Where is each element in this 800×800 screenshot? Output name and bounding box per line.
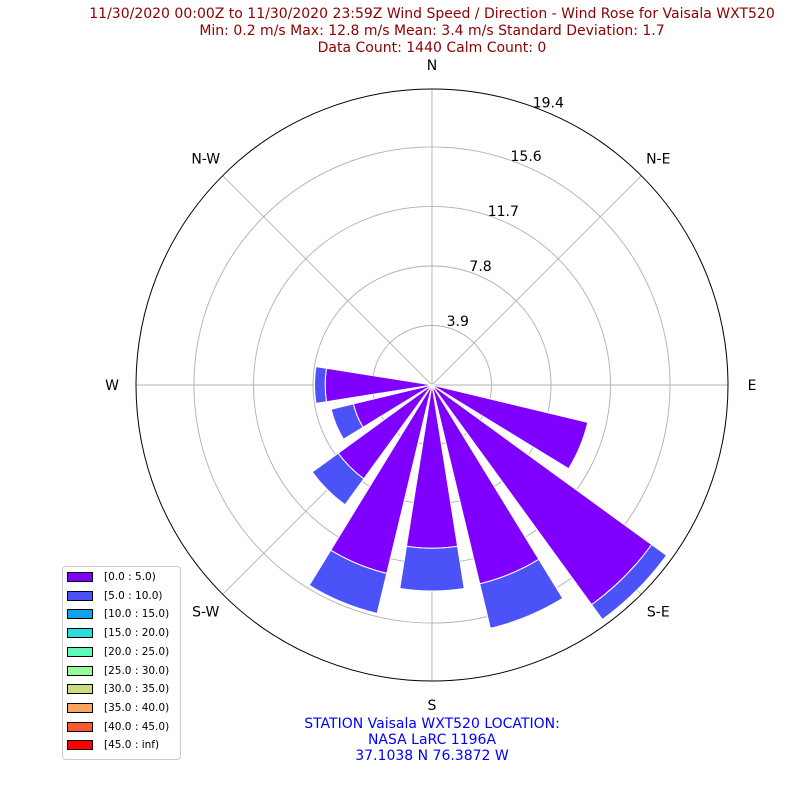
bar-sse: [479, 558, 564, 629]
grid-spoke: [222, 175, 433, 386]
legend-item: [30.0 : 35.0): [67, 682, 169, 696]
title-line-1: 11/30/2020 00:00Z to 11/30/2020 23:59Z W…: [89, 6, 775, 22]
legend-label: [25.0 : 30.0): [104, 664, 170, 677]
legend-label: [10.0 : 15.0): [104, 608, 170, 621]
legend-label: [5.0 : 10.0): [104, 589, 163, 602]
station-line-1: STATION Vaisala WXT520 LOCATION:: [304, 716, 560, 732]
bar-sw: [311, 452, 365, 506]
compass-label-n-w: N-W: [191, 152, 220, 168]
bar-s: [399, 545, 465, 592]
compass-label-s-e: S-E: [647, 604, 670, 620]
chart-title: 11/30/2020 00:00Z to 11/30/2020 23:59Z W…: [0, 6, 800, 57]
legend-swatch: [67, 740, 93, 751]
radial-tick-label: 7.8: [469, 259, 491, 275]
radial-tick-label: 3.9: [447, 314, 469, 330]
compass-label-n-e: N-E: [646, 152, 670, 168]
legend-label: [40.0 : 45.0): [104, 720, 170, 733]
legend-item: [5.0 : 10.0): [67, 589, 162, 603]
legend-label: [45.0 : inf): [104, 739, 160, 752]
bars-layer: [308, 366, 668, 629]
compass-label-s-w: S-W: [192, 604, 219, 620]
legend-swatch: [67, 628, 93, 639]
legend-item: [10.0 : 15.0): [67, 607, 169, 621]
legend-item: [0.0 : 5.0): [67, 570, 156, 584]
bar-se: [590, 543, 668, 621]
legend-swatch: [67, 590, 93, 601]
compass-label-e: E: [748, 378, 757, 394]
legend-label: [0.0 : 5.0): [104, 571, 156, 583]
legend-label: [20.0 : 25.0): [104, 645, 170, 658]
station-line-2: NASA LaRC 1196A: [367, 732, 497, 748]
radial-tick-label: 11.7: [488, 204, 519, 220]
title-line-2: Min: 0.2 m/s Max: 12.8 m/s Mean: 3.4 m/s…: [199, 23, 665, 39]
legend-swatch: [67, 646, 93, 657]
title-line-3: Data Count: 1440 Calm Count: 0: [317, 40, 547, 56]
legend-item: [35.0 : 40.0): [67, 701, 169, 715]
compass-label-s: S: [428, 698, 437, 714]
legend-swatch: [67, 665, 93, 676]
bar-w: [314, 366, 328, 404]
radial-tick-label: 15.6: [511, 149, 542, 165]
station-info: STATION Vaisala WXT520 LOCATION: NASA La…: [300, 716, 564, 764]
legend-label: [15.0 : 20.0): [104, 627, 170, 640]
labels-layer: 3.9 7.8 11.7 15.6 19.4 N N-E E S-E S S-W W N-W: [105, 58, 756, 714]
legend-swatch: [67, 609, 93, 620]
legend-swatch: [67, 684, 93, 695]
bar-ssw: [308, 549, 388, 615]
outer-ring: [135, 88, 729, 682]
legend-item: [15.0 : 20.0): [67, 626, 169, 640]
legend-label: [30.0 : 35.0): [104, 683, 170, 696]
compass-label-n: N: [427, 58, 437, 74]
legend-swatch: [67, 721, 93, 732]
bar-ese: [431, 384, 589, 470]
compass-label-w: W: [105, 378, 119, 394]
legend: [0.0 : 5.0) [5.0 : 10.0) [10.0 : 15.0) [15.…: [62, 566, 181, 760]
radial-tick-label: 19.4: [533, 96, 564, 112]
legend-item: [45.0 : inf): [67, 738, 159, 752]
bar-wsw: [330, 403, 364, 440]
legend-item: [40.0 : 45.0): [67, 720, 169, 734]
legend-item: [20.0 : 25.0): [67, 645, 169, 659]
legend-item: [25.0 : 30.0): [67, 664, 169, 678]
grid-spoke: [431, 175, 642, 386]
legend-swatch: [67, 702, 93, 713]
legend-label: [35.0 : 40.0): [104, 701, 170, 714]
station-line-3: 37.1038 N 76.3872 W: [355, 748, 509, 764]
legend-swatch: [67, 572, 93, 582]
